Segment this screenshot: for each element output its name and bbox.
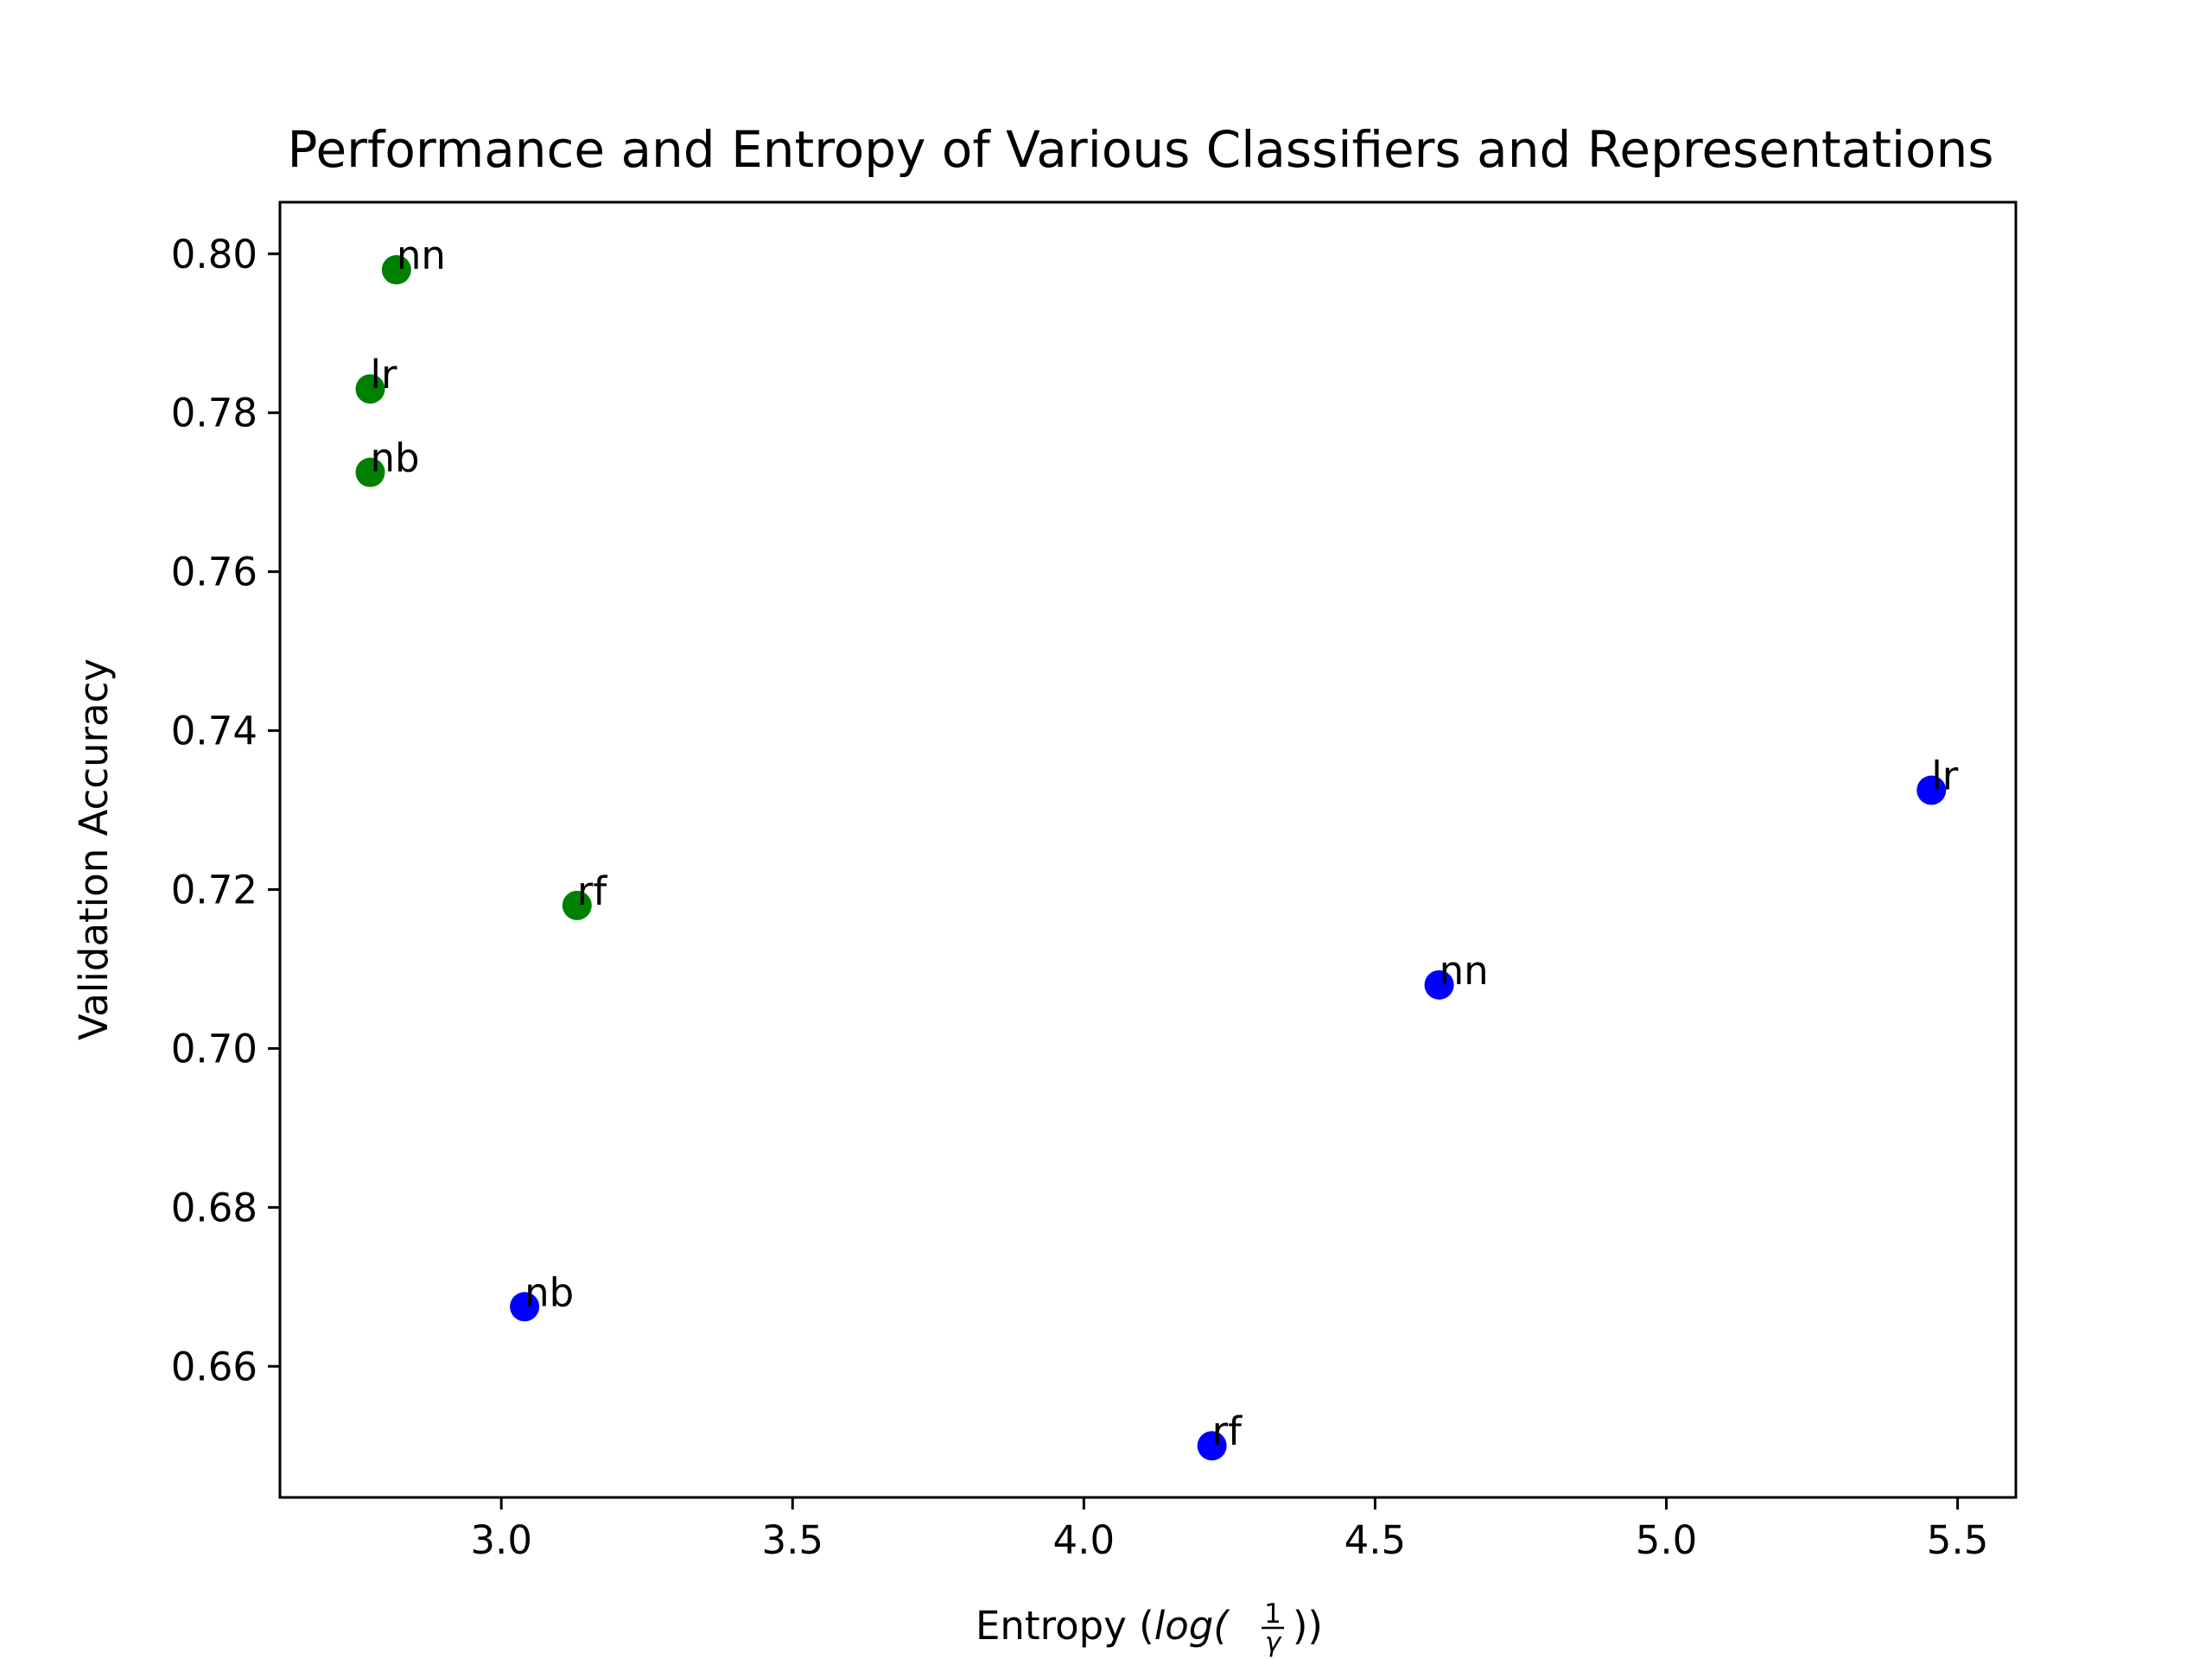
y-tick-label: 0.66 xyxy=(171,1344,257,1389)
y-tick-label: 0.70 xyxy=(171,1026,257,1071)
x-axis-label-suffix: )) xyxy=(1293,1603,1323,1649)
x-axis-ticks: 3.0 3.5 4.0 4.5 5.0 5.5 xyxy=(470,1497,1988,1563)
x-tick-label: 4.5 xyxy=(1344,1517,1407,1563)
axes-frame xyxy=(278,200,2018,1499)
data-point xyxy=(562,890,592,920)
data-point xyxy=(355,457,385,487)
y-tick-label: 0.80 xyxy=(171,232,257,277)
x-axis-label: Entropy (log()) 1γ xyxy=(976,1599,1323,1658)
y-tick-label: 0.72 xyxy=(171,867,257,912)
x-tick-label: 3.0 xyxy=(470,1517,532,1563)
y-tick-label: 0.68 xyxy=(171,1185,257,1230)
data-point-label: rf xyxy=(577,868,608,914)
data-point-label: lr xyxy=(370,352,397,397)
data-point xyxy=(1197,1431,1227,1461)
data-point-label: nn xyxy=(397,232,446,278)
data-point-label: nb xyxy=(524,1269,574,1315)
y-axis-label: Validation Accuracy xyxy=(71,658,117,1040)
y-axis-ticks: 0.66 0.68 0.70 0.72 0.74 0.76 0.78 0.80 xyxy=(171,232,280,1389)
x-tick-label: 5.0 xyxy=(1636,1517,1698,1563)
data-point xyxy=(381,255,411,285)
x-axis-label-func: log( xyxy=(1154,1603,1231,1649)
data-point-label: lr xyxy=(1931,753,1959,799)
svg-text:Entropy (log()): Entropy (log()) xyxy=(976,1603,1323,1649)
chart-title: Performance and Entropy of Various Class… xyxy=(288,120,1994,179)
data-point xyxy=(355,374,385,404)
data-point-label: nn xyxy=(1440,948,1489,994)
y-tick-label: 0.74 xyxy=(171,709,257,754)
y-tick-label: 0.78 xyxy=(171,391,257,436)
data-point xyxy=(510,1292,540,1322)
data-point xyxy=(1424,969,1454,1000)
x-tick-label: 4.0 xyxy=(1053,1517,1116,1563)
x-axis-label-prefix: Entropy ( xyxy=(976,1603,1154,1649)
x-axis-label-fraction-num: 1 xyxy=(1264,1599,1281,1630)
data-point xyxy=(1916,775,1947,805)
data-point-label: nb xyxy=(370,435,419,481)
y-tick-label: 0.76 xyxy=(171,550,257,595)
x-axis-label-fraction-den: γ xyxy=(1265,1627,1282,1658)
x-tick-label: 3.5 xyxy=(761,1517,823,1563)
plot-area: nn lr nb rf lr nn nb rf xyxy=(355,232,1959,1461)
data-point-label: rf xyxy=(1212,1408,1243,1454)
x-tick-label: 5.5 xyxy=(1927,1517,1989,1563)
